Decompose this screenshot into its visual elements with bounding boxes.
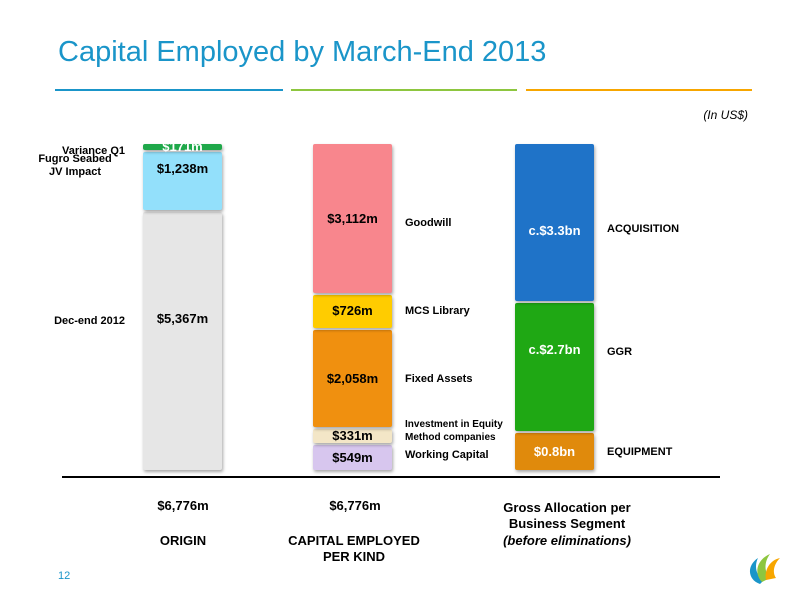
kind-category-label: Working Capital xyxy=(405,449,489,462)
header-rule-orange xyxy=(526,89,752,91)
kind-value-label: $549m xyxy=(332,449,373,465)
kind-value-label: $726m xyxy=(332,303,373,319)
segment-value-label: $0.8bn xyxy=(533,443,576,459)
segment-label: Gross Allocation per Business Segment xyxy=(503,500,631,531)
segment-value-label: c.$2.7bn xyxy=(528,342,581,358)
origin-category-label: Dec-end 2012 xyxy=(54,315,125,328)
origin-category-label: Fugro Seabed JV Impact xyxy=(38,153,112,179)
segment-category-label: GGR xyxy=(607,346,633,359)
unit-note: (In US$) xyxy=(703,108,748,122)
kind-segment-working-capital xyxy=(313,445,392,470)
kind-value-label: $2,058m xyxy=(326,370,379,386)
origin-label: ORIGIN xyxy=(159,533,207,548)
kind-segment-goodwill xyxy=(313,144,392,293)
origin-total: $6,776m xyxy=(157,498,209,513)
page-title: Capital Employed by March-End 2013 xyxy=(58,36,547,68)
header-rule-green xyxy=(291,89,517,91)
origin-value-label: $1,238m xyxy=(156,161,209,177)
segment-category-label: ACQUISITION xyxy=(607,223,680,235)
page-number: 12 xyxy=(58,570,71,582)
kind-total: $6,776m xyxy=(329,498,381,513)
segment-sublabel: (before eliminations) xyxy=(503,533,631,548)
chart-baseline xyxy=(62,476,720,478)
kind-category-label: Fixed Assets xyxy=(405,372,473,385)
segment-category-label: EQUIPMENT xyxy=(607,446,673,459)
segment-segment-equipment xyxy=(515,433,594,470)
header-rule-blue xyxy=(55,89,283,91)
origin-segment-variance-q1 xyxy=(143,144,222,151)
kind-category-label: MCS Library xyxy=(405,305,470,318)
origin-value-label: $171m xyxy=(162,139,203,155)
kind-segment-fixed-assets xyxy=(313,329,392,428)
origin-segment-dec-end-2012 xyxy=(143,212,222,470)
segment-segment-ggr xyxy=(515,303,594,432)
kind-category-label: Investment in Equity Method companies xyxy=(405,419,503,444)
kind-category-label: Goodwill xyxy=(405,217,452,229)
kind-label: CAPITAL EMPLOYED PER KIND xyxy=(288,533,420,564)
kind-segment-investment-in-equity-method-companies xyxy=(313,429,392,444)
origin-segment-fugro-seabed-jv-impact xyxy=(143,152,222,211)
origin-value-label: $5,367m xyxy=(156,311,209,327)
origin-category-label: Variance Q1 xyxy=(62,145,125,157)
kind-value-label: $331m xyxy=(332,428,373,444)
segment-segment-acquisition xyxy=(515,144,594,302)
kind-segment-mcs-library xyxy=(313,294,392,328)
kind-value-label: $3,112m xyxy=(327,211,378,226)
segment-value-label: c.$3.3bn xyxy=(528,223,581,238)
cgg-swirl-logo xyxy=(749,554,780,584)
